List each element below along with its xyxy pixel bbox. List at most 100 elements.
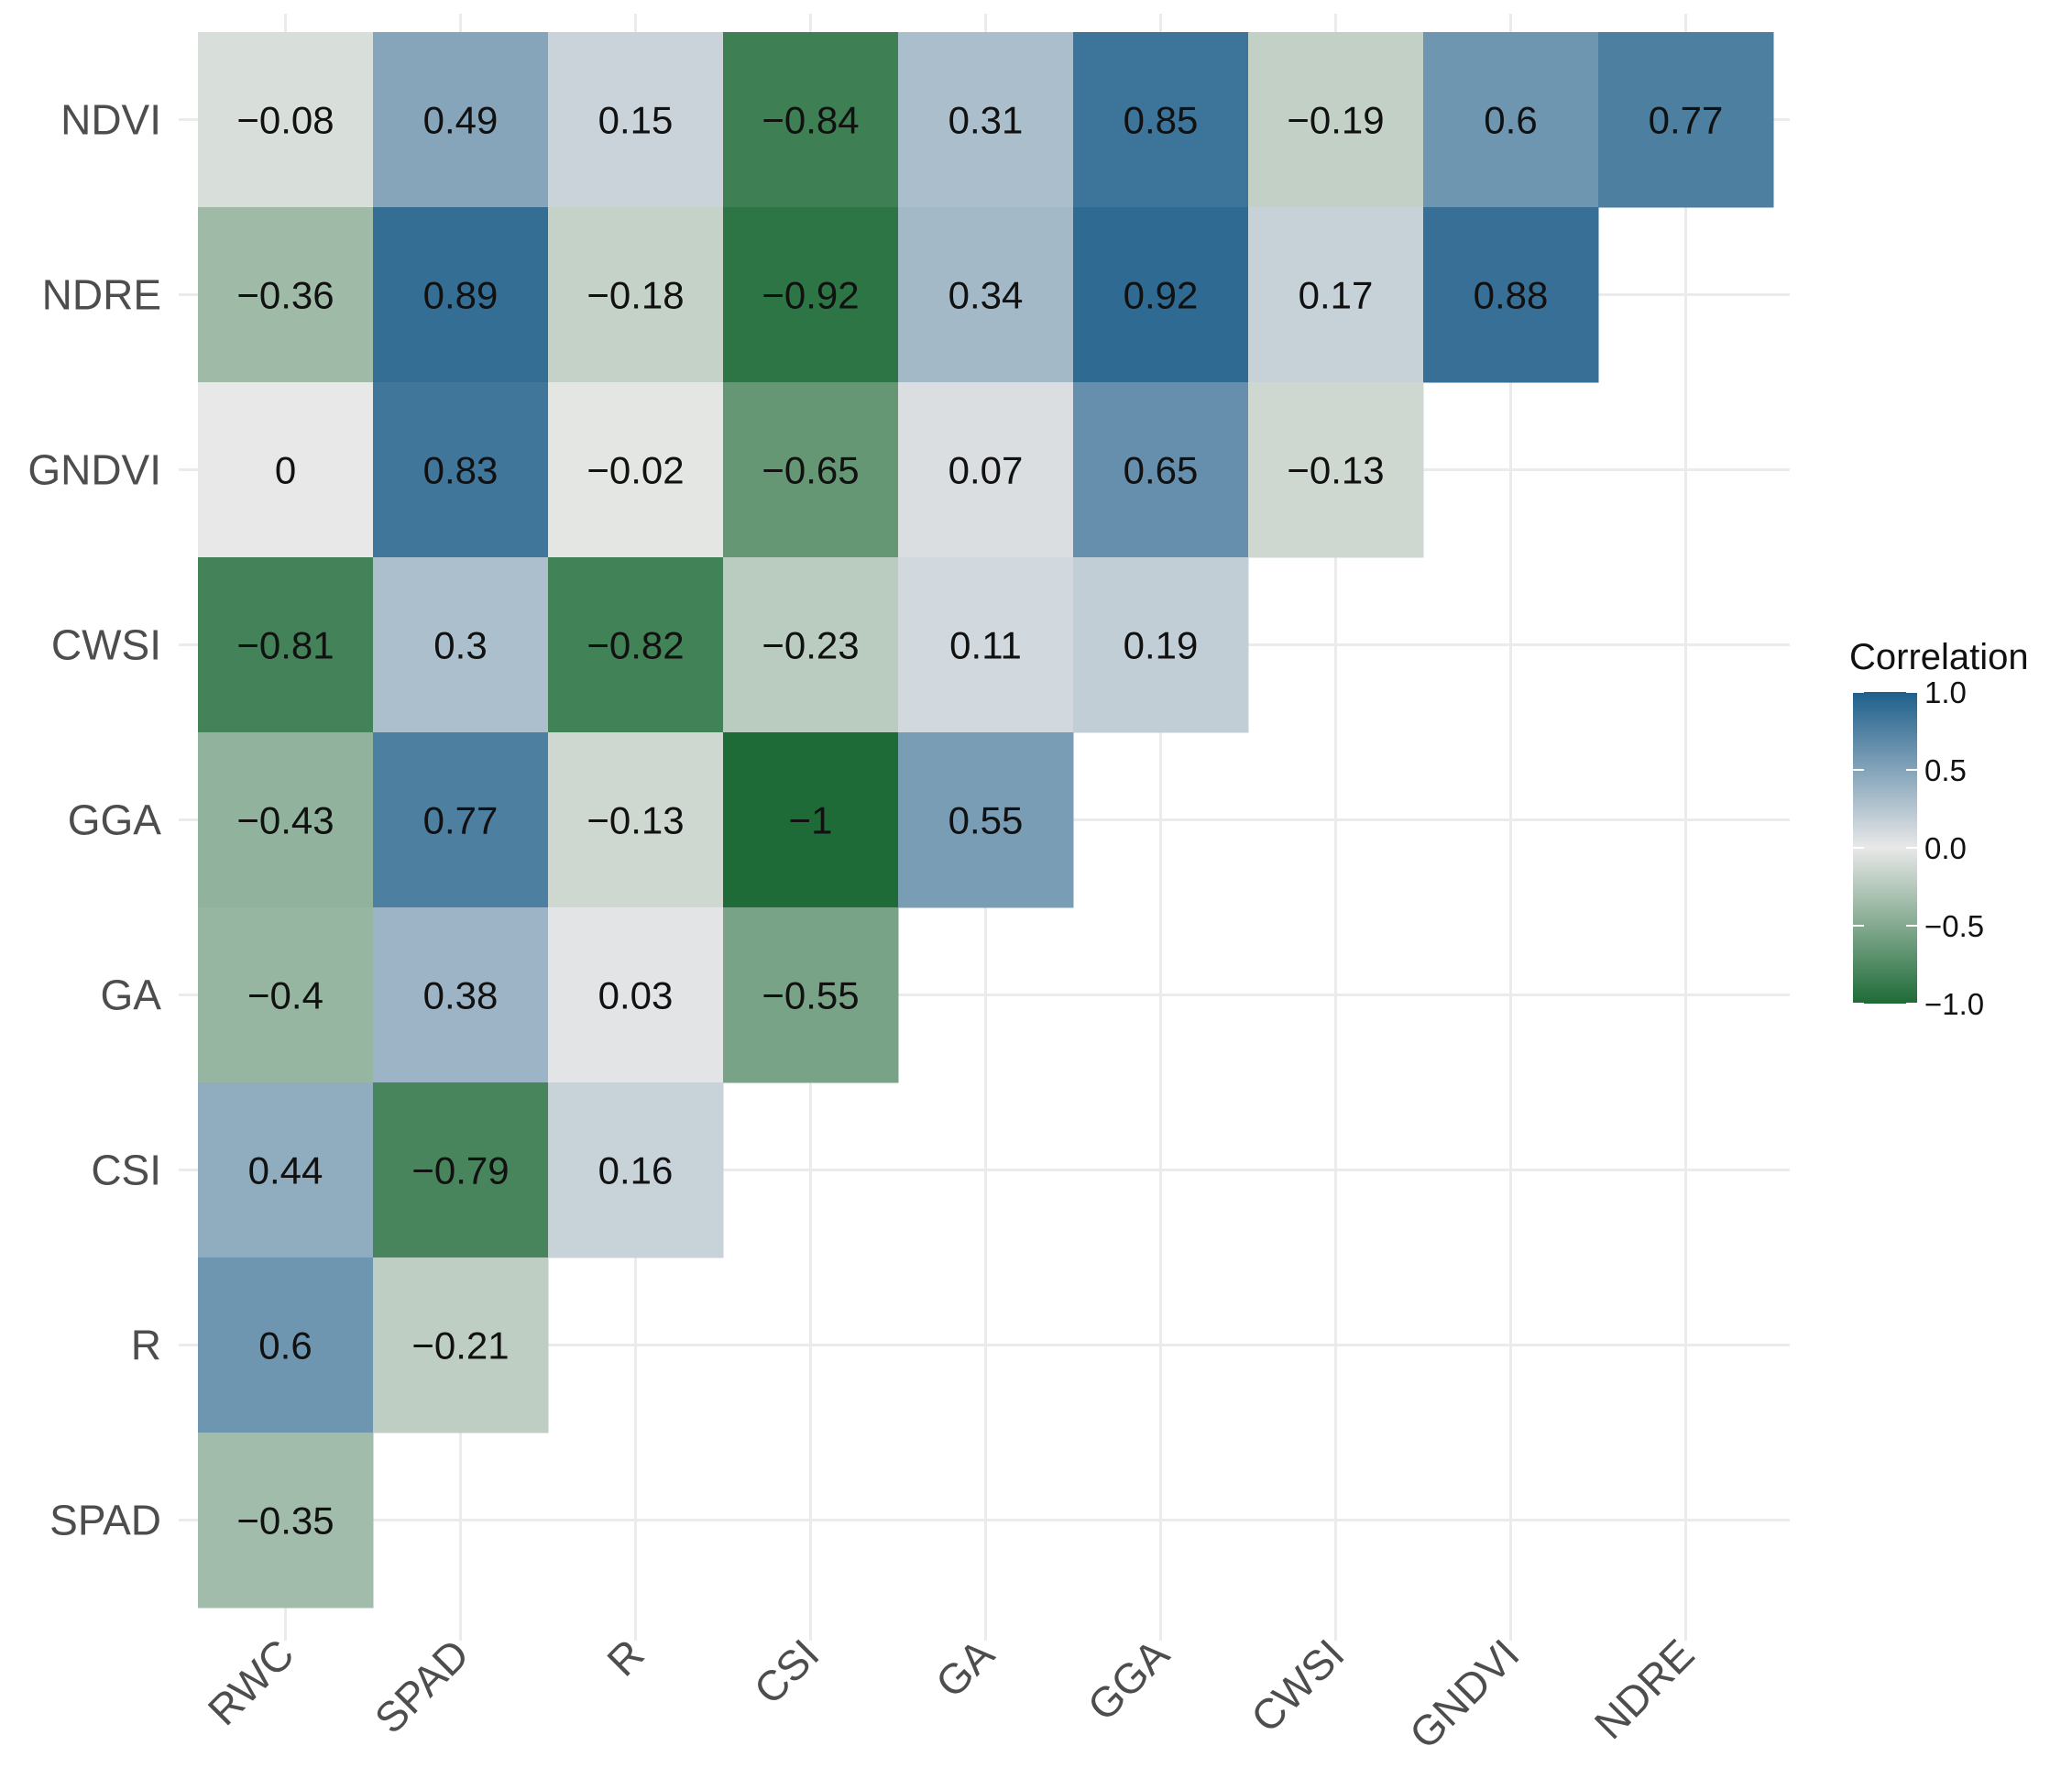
legend-title: Correlation	[1849, 637, 2029, 677]
cell-value-label: −0.13	[1287, 449, 1384, 492]
y-tick-label: R	[131, 1322, 161, 1369]
cell-value-label: −0.35	[236, 1499, 334, 1543]
cell-value-label: −0.4	[247, 974, 323, 1017]
heatmap-cell	[1423, 207, 1599, 383]
heatmap-cell	[723, 382, 899, 558]
heatmap-cell	[548, 1082, 724, 1258]
cell-value-label: 0.92	[1124, 274, 1199, 317]
cell-value-label: −0.65	[762, 449, 859, 492]
heatmap-cell	[898, 32, 1074, 208]
legend-tick-label: 0.5	[1924, 753, 1967, 787]
heatmap-cell	[198, 732, 374, 908]
cell-value-label: −0.43	[236, 799, 334, 842]
heatmap-cell	[898, 557, 1074, 733]
heatmap-cell	[198, 907, 374, 1083]
heatmap-cell	[723, 732, 899, 908]
cell-value-label: 0.77	[423, 799, 499, 842]
cell-value-label: −0.21	[411, 1324, 509, 1367]
heatmap-cells	[198, 32, 1774, 1609]
y-tick-label: NDVI	[60, 96, 161, 144]
y-axis-tick-labels: NDVI NDRE GNDVI CWSI GGA GA CSI R SPAD	[27, 96, 161, 1544]
cell-value-label: −0.82	[587, 624, 684, 667]
heatmap-cell	[548, 907, 724, 1083]
cell-value-label: 0.6	[258, 1324, 312, 1367]
heatmap-cell	[373, 732, 549, 908]
heatmap-cell	[373, 207, 549, 383]
cell-value-label: 0.83	[423, 449, 499, 492]
cell-value-label: 0.44	[248, 1149, 323, 1192]
cell-value-label: −0.81	[236, 624, 334, 667]
cell-value-label: 0	[275, 449, 296, 492]
heatmap-cell	[198, 382, 374, 558]
heatmap-cell	[1248, 207, 1424, 383]
heatmap-cell	[1248, 32, 1424, 208]
heatmap-cell	[373, 907, 549, 1083]
cell-value-label: 0.89	[423, 274, 499, 317]
heatmap-cell	[898, 732, 1074, 908]
legend-tick-label: −1.0	[1924, 987, 1984, 1021]
heatmap-cell	[198, 1433, 374, 1609]
cell-value-label: 0.03	[598, 974, 674, 1017]
heatmap-cell	[373, 557, 549, 733]
legend-tick-label: 0.0	[1924, 831, 1967, 865]
heatmap-cell	[373, 382, 549, 558]
cell-value-label: 0.3	[433, 624, 487, 667]
cell-value-label: 0.77	[1649, 99, 1724, 142]
y-tick-label: CSI	[91, 1147, 161, 1194]
heatmap-cell	[198, 1257, 374, 1433]
cell-value-label: −0.55	[762, 974, 859, 1017]
cell-value-label: 0.65	[1124, 449, 1199, 492]
cell-value-label: 0.11	[949, 624, 1022, 667]
cell-value-label: 0.49	[423, 99, 499, 142]
legend-ticks: 1.0 0.5 0.0 −0.5 −1.0	[1853, 675, 1984, 1021]
cell-value-label: 0.07	[948, 449, 1024, 492]
cell-value-label: −0.18	[587, 274, 684, 317]
cell-value-label: −0.84	[762, 99, 859, 142]
heatmap-cell	[1423, 32, 1599, 208]
heatmap-cell	[198, 1082, 374, 1258]
y-tick-label: SPAD	[49, 1497, 161, 1544]
cell-value-labels: −0.08 0.49 0.15 −0.84 0.31 0.85 −0.19 0.6 0.77 −0…	[236, 99, 1723, 1543]
heatmap-cell	[723, 907, 899, 1083]
heatmap-cell	[548, 732, 724, 908]
heatmap-cell	[548, 382, 724, 558]
heatmap-cell	[1073, 207, 1249, 383]
heatmap-cell	[898, 207, 1074, 383]
heatmap-cell	[373, 32, 549, 208]
cell-value-label: 0.38	[423, 974, 499, 1017]
heatmap-cell	[1073, 557, 1249, 733]
heatmap-cell	[373, 1082, 549, 1258]
y-tick-label: GA	[101, 972, 162, 1019]
heatmap-cell	[723, 207, 899, 383]
heatmap-cell	[1598, 32, 1774, 208]
cell-value-label: 0.17	[1299, 274, 1374, 317]
heatmap-cell	[1073, 382, 1249, 558]
cell-value-label: −0.02	[587, 449, 684, 492]
y-tick-label: CWSI	[51, 621, 161, 669]
legend-tick-label: 1.0	[1924, 675, 1967, 709]
cell-value-label: 0.15	[598, 99, 674, 142]
heatmap-cell	[548, 557, 724, 733]
y-tick-label: GGA	[68, 796, 162, 844]
cell-value-label: 0.6	[1484, 99, 1537, 142]
heatmap-cell	[723, 557, 899, 733]
cell-value-label: 0.88	[1474, 274, 1549, 317]
cell-value-label: 0.31	[948, 99, 1024, 142]
cell-value-label: 0.55	[948, 799, 1024, 842]
cell-value-label: −0.92	[762, 274, 859, 317]
y-tick-label: NDRE	[42, 271, 161, 319]
cell-value-label: −0.08	[236, 99, 334, 142]
color-legend: Correlation 1.0 0.5 0.0 −0.5 −1.0	[1849, 637, 2029, 1021]
heatmap-cell	[373, 1257, 549, 1433]
heatmap-cell	[198, 207, 374, 383]
heatmap-cell	[723, 32, 899, 208]
heatmap-cell	[1248, 382, 1424, 558]
legend-tick-label: −0.5	[1924, 909, 1984, 943]
heatmap-cell	[198, 32, 374, 208]
heatmap-cell	[548, 207, 724, 383]
cell-value-label: −0.19	[1287, 99, 1384, 142]
cell-value-label: 0.19	[1124, 624, 1199, 667]
heatmap-cell	[548, 32, 724, 208]
cell-value-label: −0.23	[762, 624, 859, 667]
